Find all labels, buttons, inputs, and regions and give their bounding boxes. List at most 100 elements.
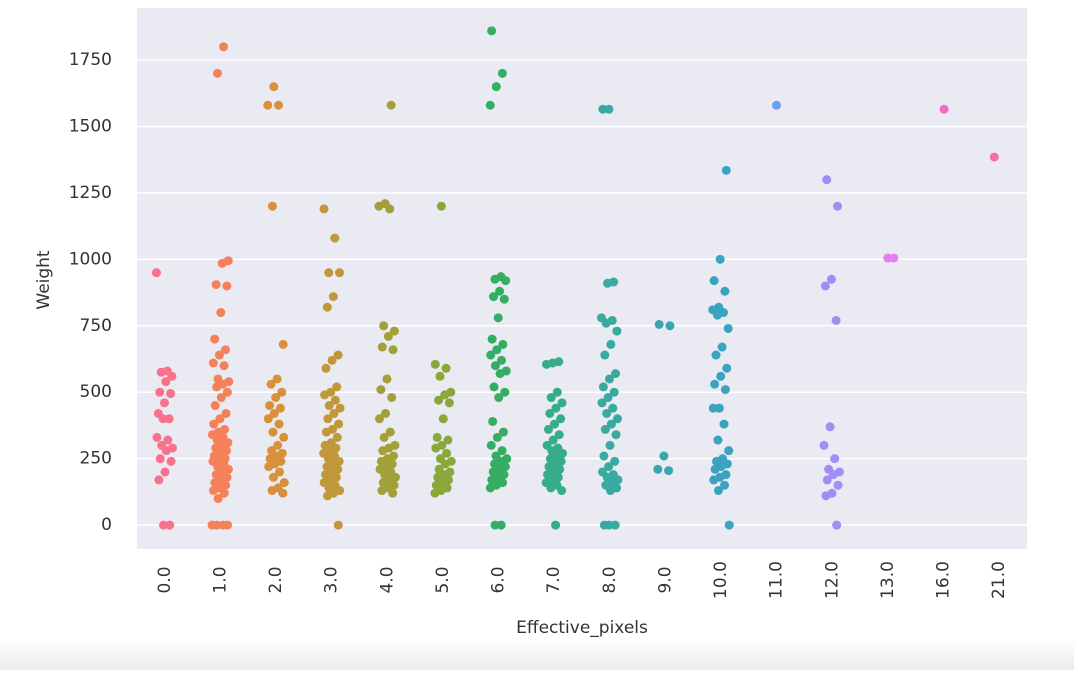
point [719,419,729,429]
point [163,435,173,445]
point [221,408,231,418]
point [219,42,229,52]
point [271,393,281,403]
point [601,318,611,328]
point [546,393,556,403]
point [322,302,332,312]
point [485,483,495,493]
point [721,165,731,175]
point [320,390,330,400]
point [388,345,398,355]
point [374,201,384,211]
point [214,350,224,360]
point [597,398,607,408]
point [430,359,440,369]
point [268,427,278,437]
point [269,82,279,92]
point [332,382,342,392]
point [498,427,508,437]
point [334,419,344,429]
point [435,371,445,381]
point [335,268,345,278]
point [494,393,504,403]
point [377,486,387,496]
point [603,278,613,288]
point [653,464,663,474]
point [267,486,277,496]
point [939,104,949,114]
point [720,385,730,395]
point [388,488,398,498]
point [486,440,496,450]
point [438,414,448,424]
point [832,520,842,530]
point [546,483,556,493]
point [155,387,165,397]
point [497,446,507,456]
point [606,419,616,429]
point [722,363,732,373]
point [378,446,388,456]
point [222,281,232,291]
x-tick-label: 12.0 [822,561,842,599]
point [275,467,285,477]
point [604,462,614,472]
point [710,464,720,474]
point [212,520,222,530]
point [213,494,223,504]
point [263,100,273,110]
point [548,435,558,445]
point [212,382,222,392]
point [612,414,622,424]
point [820,281,830,291]
point [831,315,841,325]
point [708,403,718,413]
point [267,201,277,211]
point [711,350,721,360]
y-tick-label: 1500 [69,117,112,137]
point [382,374,392,384]
point [443,435,453,445]
point [819,440,829,450]
point [333,350,343,360]
point [664,466,674,476]
point [158,414,168,424]
point [497,355,507,365]
point [321,427,331,437]
point [490,361,500,371]
point [822,475,832,485]
point [552,387,562,397]
point [274,419,284,429]
point [273,440,283,450]
point [600,350,610,360]
point [216,393,226,403]
point [490,520,500,530]
point [264,462,274,472]
point [379,321,389,331]
point [220,345,230,355]
point [324,401,334,411]
x-tick-label: 21.0 [989,561,1009,599]
point [161,377,171,387]
point [495,369,505,379]
point [598,382,608,392]
point [223,520,233,530]
point [333,520,343,530]
point [328,292,338,302]
point [159,398,169,408]
point [709,475,719,485]
point [487,334,497,344]
point [379,432,389,442]
x-tick-label: 10.0 [711,561,731,599]
point [216,308,226,318]
point [665,321,675,331]
point [441,363,451,373]
point [659,451,669,461]
point [542,359,552,369]
point [273,100,283,110]
point [833,201,843,211]
point [166,456,176,466]
point [492,432,502,442]
point [498,339,508,349]
